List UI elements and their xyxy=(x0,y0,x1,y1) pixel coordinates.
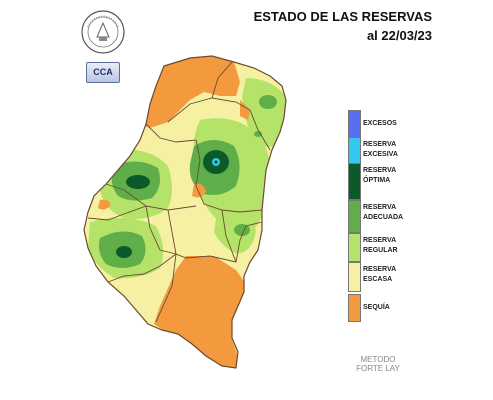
cca-logo: CCA xyxy=(86,62,120,83)
legend-swatch xyxy=(348,137,361,165)
legend-label: RESERVA EXCESIVA xyxy=(363,141,398,158)
sequia-spot-northeast xyxy=(240,100,250,120)
legend-label: RESERVA REGULAR xyxy=(363,237,398,254)
sequia-spot-center xyxy=(192,183,206,198)
legend-label: RESERVA ADECUADA xyxy=(363,204,404,221)
optima-region-southwest xyxy=(116,246,132,258)
method-line-1: METODO xyxy=(360,355,396,364)
legend-swatch xyxy=(348,233,361,262)
legend-swatch xyxy=(348,262,361,292)
legend-swatch xyxy=(348,294,361,322)
legend-label: EXCESOS xyxy=(363,120,397,127)
title-text: ESTADO DE LAS RESERVAS xyxy=(253,9,432,24)
legend-label: RESERVA ÓPTIMA xyxy=(363,167,397,184)
legend-swatch xyxy=(348,200,361,233)
department-boundaries xyxy=(87,61,271,323)
legend-swatch xyxy=(348,110,361,138)
regular-region-north xyxy=(242,78,286,147)
sequia-region-north xyxy=(140,56,240,128)
sequia-region-south xyxy=(154,256,250,368)
map-title: ESTADO DE LAS RESERVAS al 22/03/23 xyxy=(232,9,432,43)
optima-region-west xyxy=(126,175,150,189)
method-line-2: FORTE LAY xyxy=(356,364,400,373)
province-reserve-map xyxy=(83,55,287,369)
sequia-spot-west xyxy=(98,199,110,210)
adecuada-spot-north xyxy=(259,95,277,109)
method-caption: METODO FORTE LAY xyxy=(348,355,408,373)
legend-swatch xyxy=(348,163,361,200)
legend-label: RESERVA ESCASA xyxy=(363,266,397,283)
institution-seal-logo xyxy=(81,10,125,54)
date-text: al 22/03/23 xyxy=(366,28,432,43)
legend-label: SEQUÍA xyxy=(363,304,390,311)
